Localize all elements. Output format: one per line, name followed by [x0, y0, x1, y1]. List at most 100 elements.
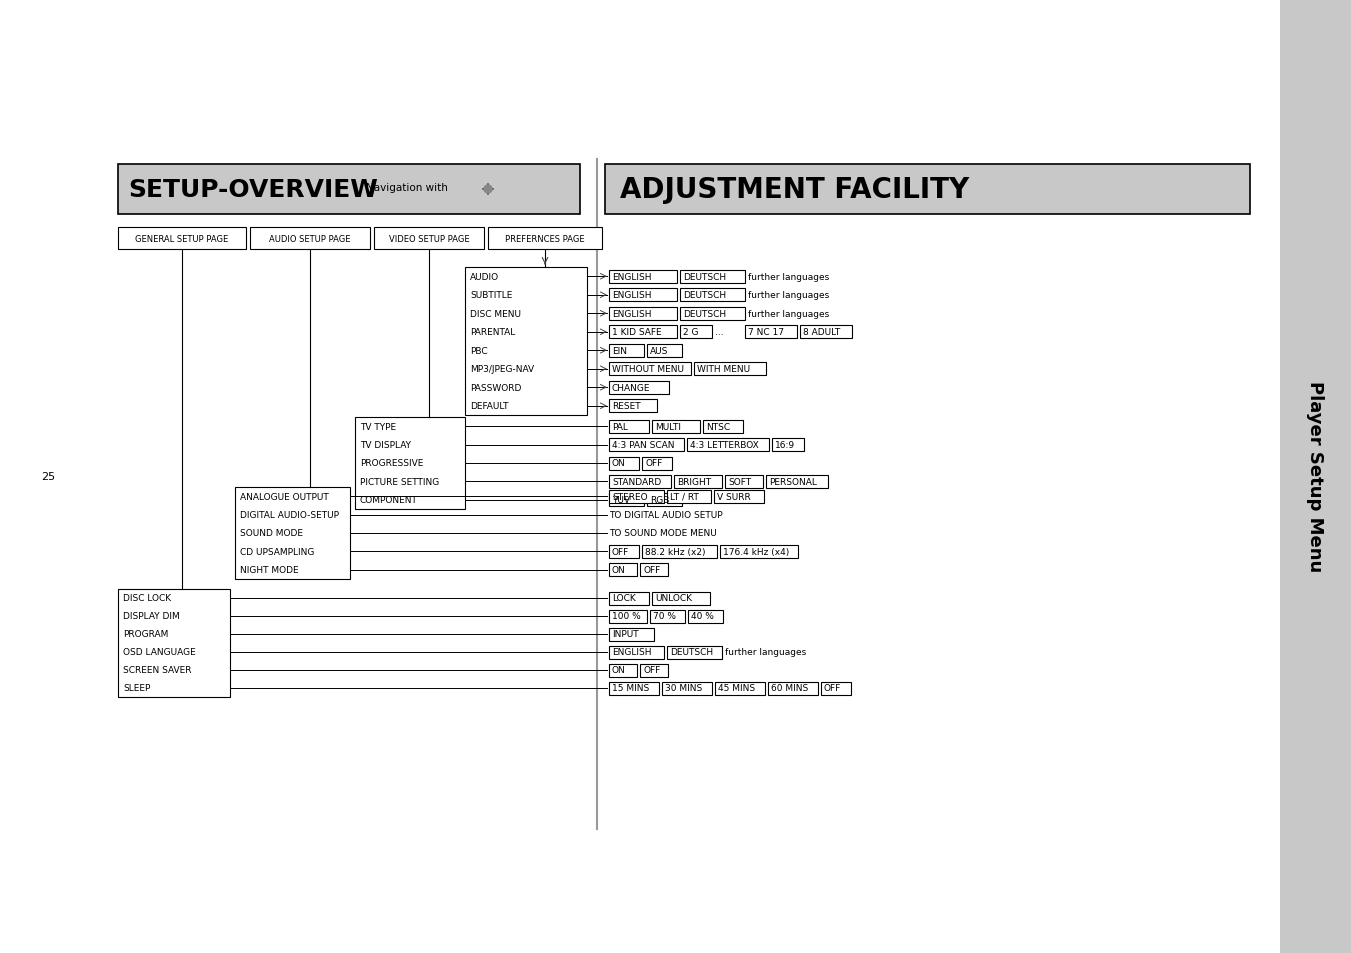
Bar: [694, 363, 766, 375]
Text: STANDARD: STANDARD: [612, 477, 661, 486]
Text: Navigation with: Navigation with: [366, 183, 449, 193]
Bar: [465, 268, 586, 416]
Text: TO SOUND MODE MENU: TO SOUND MODE MENU: [609, 529, 717, 537]
Bar: [609, 344, 644, 357]
Text: LOCK: LOCK: [612, 594, 636, 603]
Bar: [647, 344, 682, 357]
Text: SOFT: SOFT: [728, 477, 751, 486]
Text: ON: ON: [612, 666, 626, 675]
Text: EIN: EIN: [612, 346, 627, 355]
Text: NTSC: NTSC: [707, 422, 730, 432]
Bar: [800, 326, 852, 339]
Text: DEUTSCH: DEUTSCH: [670, 648, 713, 657]
Bar: [118, 589, 230, 698]
Text: SUBTITLE: SUBTITLE: [470, 291, 512, 300]
Text: LT / RT: LT / RT: [670, 492, 698, 501]
Text: INPUT: INPUT: [612, 630, 639, 639]
Text: 25: 25: [41, 472, 55, 481]
Text: MULTI: MULTI: [655, 422, 681, 432]
Text: OFF: OFF: [643, 566, 661, 575]
Text: further languages: further languages: [748, 310, 830, 318]
Text: STEREO: STEREO: [612, 492, 647, 501]
Bar: [609, 592, 648, 605]
Bar: [744, 326, 797, 339]
Bar: [609, 381, 669, 395]
Text: ENGLISH: ENGLISH: [612, 648, 651, 657]
Bar: [609, 308, 677, 320]
Text: NIGHT MODE: NIGHT MODE: [240, 566, 299, 575]
Text: 4:3 PAN SCAN: 4:3 PAN SCAN: [612, 440, 674, 450]
Bar: [642, 545, 717, 558]
Text: Player Setup Menu: Player Setup Menu: [1306, 381, 1324, 572]
Text: 7 NC 17: 7 NC 17: [748, 328, 784, 337]
Bar: [674, 476, 721, 488]
Text: ENGLISH: ENGLISH: [612, 273, 651, 281]
Bar: [609, 271, 677, 283]
Text: PARENTAL: PARENTAL: [470, 328, 515, 337]
Text: DIGITAL AUDIO-SETUP: DIGITAL AUDIO-SETUP: [240, 511, 339, 519]
Bar: [1279, 0, 1351, 953]
Text: 88.2 kHz (x2): 88.2 kHz (x2): [644, 547, 705, 557]
Text: UNLOCK: UNLOCK: [655, 594, 692, 603]
Text: DEUTSCH: DEUTSCH: [684, 310, 725, 318]
Text: V SURR: V SURR: [717, 492, 751, 501]
Text: 45 MINS: 45 MINS: [717, 684, 755, 693]
Bar: [609, 490, 663, 503]
Circle shape: [484, 186, 492, 193]
Bar: [609, 681, 659, 695]
Text: RESET: RESET: [612, 402, 640, 411]
Bar: [680, 308, 744, 320]
Bar: [642, 457, 671, 470]
Bar: [725, 476, 763, 488]
Bar: [650, 610, 685, 623]
Text: OSD LANGUAGE: OSD LANGUAGE: [123, 648, 196, 657]
Text: ...: ...: [715, 328, 724, 337]
Bar: [235, 488, 350, 579]
Bar: [640, 564, 667, 577]
Bar: [688, 438, 769, 452]
Bar: [703, 420, 743, 434]
Bar: [688, 610, 723, 623]
Bar: [609, 420, 648, 434]
Text: OFF: OFF: [824, 684, 842, 693]
Text: PREFERNCES PAGE: PREFERNCES PAGE: [505, 234, 585, 243]
Text: VIDEO SETUP PAGE: VIDEO SETUP PAGE: [389, 234, 469, 243]
Text: DISC MENU: DISC MENU: [470, 310, 521, 318]
Bar: [609, 457, 639, 470]
Bar: [609, 400, 657, 413]
Text: 15 MINS: 15 MINS: [612, 684, 650, 693]
Bar: [118, 228, 246, 250]
Bar: [667, 646, 721, 659]
Text: SCREEN SAVER: SCREEN SAVER: [123, 666, 192, 675]
Text: 4:3 LETTERBOX: 4:3 LETTERBOX: [690, 440, 759, 450]
Bar: [609, 438, 684, 452]
Text: TO DIGITAL AUDIO SETUP: TO DIGITAL AUDIO SETUP: [609, 511, 723, 519]
Bar: [609, 664, 638, 677]
Text: TV TYPE: TV TYPE: [359, 422, 396, 432]
Bar: [680, 271, 744, 283]
Bar: [609, 494, 644, 507]
Text: GENERAL SETUP PAGE: GENERAL SETUP PAGE: [135, 234, 228, 243]
Bar: [715, 681, 765, 695]
Bar: [609, 545, 639, 558]
Bar: [355, 417, 465, 510]
Text: further languages: further languages: [725, 648, 807, 657]
Text: 40 %: 40 %: [690, 612, 713, 620]
Text: YUV: YUV: [612, 496, 630, 505]
Text: OFF: OFF: [644, 459, 662, 468]
Text: DEUTSCH: DEUTSCH: [684, 273, 725, 281]
Bar: [680, 289, 744, 302]
Bar: [662, 681, 712, 695]
Text: WITHOUT MENU: WITHOUT MENU: [612, 365, 684, 374]
Bar: [609, 646, 663, 659]
Text: SETUP-OVERVIEW: SETUP-OVERVIEW: [128, 178, 378, 202]
Text: PAL: PAL: [612, 422, 628, 432]
Bar: [653, 592, 711, 605]
Text: PBC: PBC: [470, 346, 488, 355]
Text: RGB: RGB: [650, 496, 669, 505]
Text: 100 %: 100 %: [612, 612, 640, 620]
Bar: [488, 228, 603, 250]
Text: TV DISPLAY: TV DISPLAY: [359, 440, 411, 450]
Bar: [647, 494, 682, 507]
Bar: [667, 490, 711, 503]
